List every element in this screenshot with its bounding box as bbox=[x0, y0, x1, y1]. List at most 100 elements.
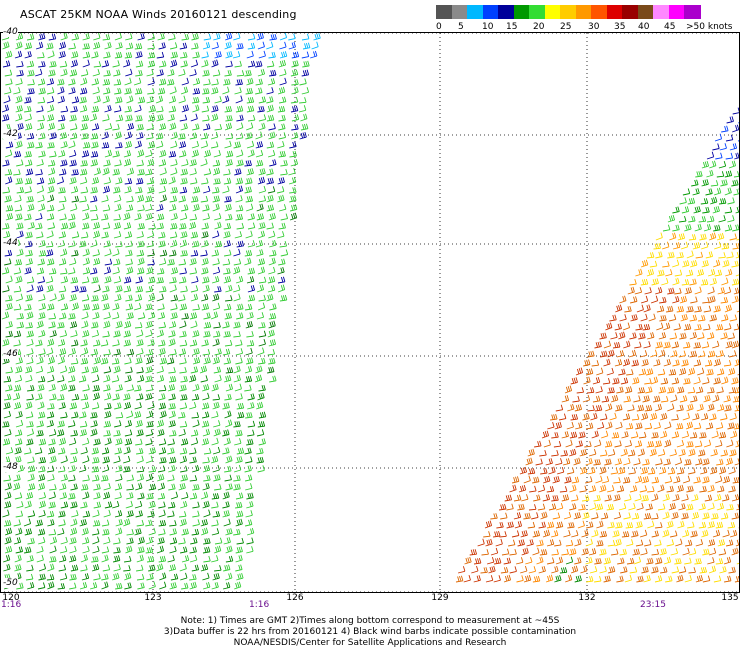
wind-barb bbox=[27, 473, 35, 482]
wind-barb bbox=[103, 509, 111, 518]
wind-barb bbox=[113, 222, 121, 230]
wind-barb bbox=[13, 267, 22, 275]
wind-barb bbox=[26, 421, 34, 428]
wind-barb bbox=[158, 447, 167, 455]
wind-barb bbox=[235, 564, 243, 572]
wind-barb bbox=[683, 341, 691, 349]
lon-label: 129 bbox=[431, 593, 449, 603]
wind-barb bbox=[103, 266, 112, 275]
wind-barb bbox=[735, 206, 740, 214]
wind-barb bbox=[490, 513, 498, 520]
wind-barb bbox=[26, 348, 34, 356]
wind-barb bbox=[676, 404, 684, 412]
wind-barb bbox=[676, 305, 685, 313]
wind-barb bbox=[203, 357, 211, 365]
wind-barb bbox=[224, 105, 233, 113]
wind-barb bbox=[660, 412, 668, 421]
wind-barb bbox=[169, 528, 177, 536]
wind-barb bbox=[509, 566, 517, 574]
wind-barb bbox=[156, 374, 165, 383]
wind-barb bbox=[101, 142, 110, 149]
wind-barb bbox=[211, 113, 219, 122]
wind-barb bbox=[677, 520, 685, 529]
wind-barb bbox=[258, 322, 266, 329]
wind-barb bbox=[101, 213, 109, 221]
wind-barb bbox=[192, 77, 201, 86]
wind-barb bbox=[126, 95, 134, 104]
wind-barb bbox=[574, 557, 582, 565]
wind-barb bbox=[111, 375, 120, 383]
wind-barb bbox=[112, 248, 120, 257]
wind-barb bbox=[14, 455, 22, 464]
wind-barb bbox=[646, 268, 655, 277]
wind-barb bbox=[235, 105, 244, 113]
wind-barb bbox=[24, 151, 32, 158]
wind-barb bbox=[202, 383, 210, 392]
wind-barb bbox=[716, 232, 725, 241]
wind-barb bbox=[124, 77, 132, 86]
wind-barb bbox=[212, 230, 220, 239]
wind-barb bbox=[148, 501, 156, 509]
wind-barb bbox=[46, 87, 55, 95]
wind-barb bbox=[495, 538, 503, 547]
wind-barb bbox=[695, 538, 704, 547]
wind-barb bbox=[213, 33, 221, 41]
wind-barb bbox=[289, 212, 298, 221]
wind-barb bbox=[701, 179, 709, 187]
wind-barb bbox=[299, 97, 307, 104]
wind-barb bbox=[712, 143, 720, 151]
wind-barb bbox=[222, 86, 230, 95]
wind-barb bbox=[148, 276, 156, 284]
wind-barb bbox=[124, 105, 132, 113]
wind-barb bbox=[71, 510, 79, 518]
wind-barb bbox=[727, 521, 736, 529]
wind-barb bbox=[569, 431, 578, 439]
wind-barb bbox=[678, 448, 686, 457]
wind-barb bbox=[734, 386, 740, 394]
wind-barb bbox=[71, 169, 79, 176]
wind-barb bbox=[167, 501, 176, 509]
wind-barb bbox=[223, 230, 231, 239]
wind-barb bbox=[91, 402, 100, 410]
wind-barb bbox=[102, 564, 111, 572]
wind-barb bbox=[711, 512, 719, 520]
wind-barb bbox=[244, 447, 252, 455]
wind-barb bbox=[68, 555, 77, 563]
wind-barb bbox=[559, 486, 568, 493]
wind-barb bbox=[707, 286, 715, 295]
wind-barb bbox=[646, 252, 655, 259]
wind-barb bbox=[93, 61, 102, 68]
wind-barb bbox=[47, 519, 55, 527]
wind-barb bbox=[35, 213, 43, 221]
legend-swatch bbox=[606, 5, 624, 19]
wind-barb bbox=[47, 403, 55, 410]
wind-barb bbox=[5, 320, 13, 329]
wind-barb bbox=[694, 286, 702, 295]
wind-barb bbox=[223, 375, 232, 383]
wind-barb bbox=[90, 213, 99, 221]
wind-barb bbox=[92, 384, 100, 392]
wind-barb bbox=[689, 314, 698, 322]
wind-barb bbox=[3, 410, 12, 419]
wind-barb bbox=[79, 429, 87, 437]
wind-barb bbox=[69, 159, 77, 167]
wind-barb bbox=[693, 359, 702, 367]
wind-barb bbox=[81, 132, 89, 140]
wind-barb bbox=[729, 529, 738, 538]
wind-barb bbox=[46, 347, 54, 356]
wind-barb bbox=[603, 557, 611, 565]
wind-barb bbox=[731, 295, 739, 304]
wind-barb bbox=[235, 554, 243, 563]
wind-barb bbox=[170, 267, 179, 275]
wind-barb bbox=[722, 259, 730, 268]
wind-barb bbox=[212, 258, 220, 266]
wind-barb bbox=[267, 329, 275, 338]
wind-barb bbox=[246, 203, 254, 212]
wind-barb bbox=[157, 473, 165, 482]
wind-barb bbox=[168, 375, 177, 383]
wind-barb bbox=[89, 582, 98, 590]
wind-barb bbox=[180, 60, 188, 68]
wind-barb bbox=[180, 474, 188, 482]
wind-barb bbox=[732, 396, 740, 403]
wind-barb bbox=[125, 366, 133, 374]
